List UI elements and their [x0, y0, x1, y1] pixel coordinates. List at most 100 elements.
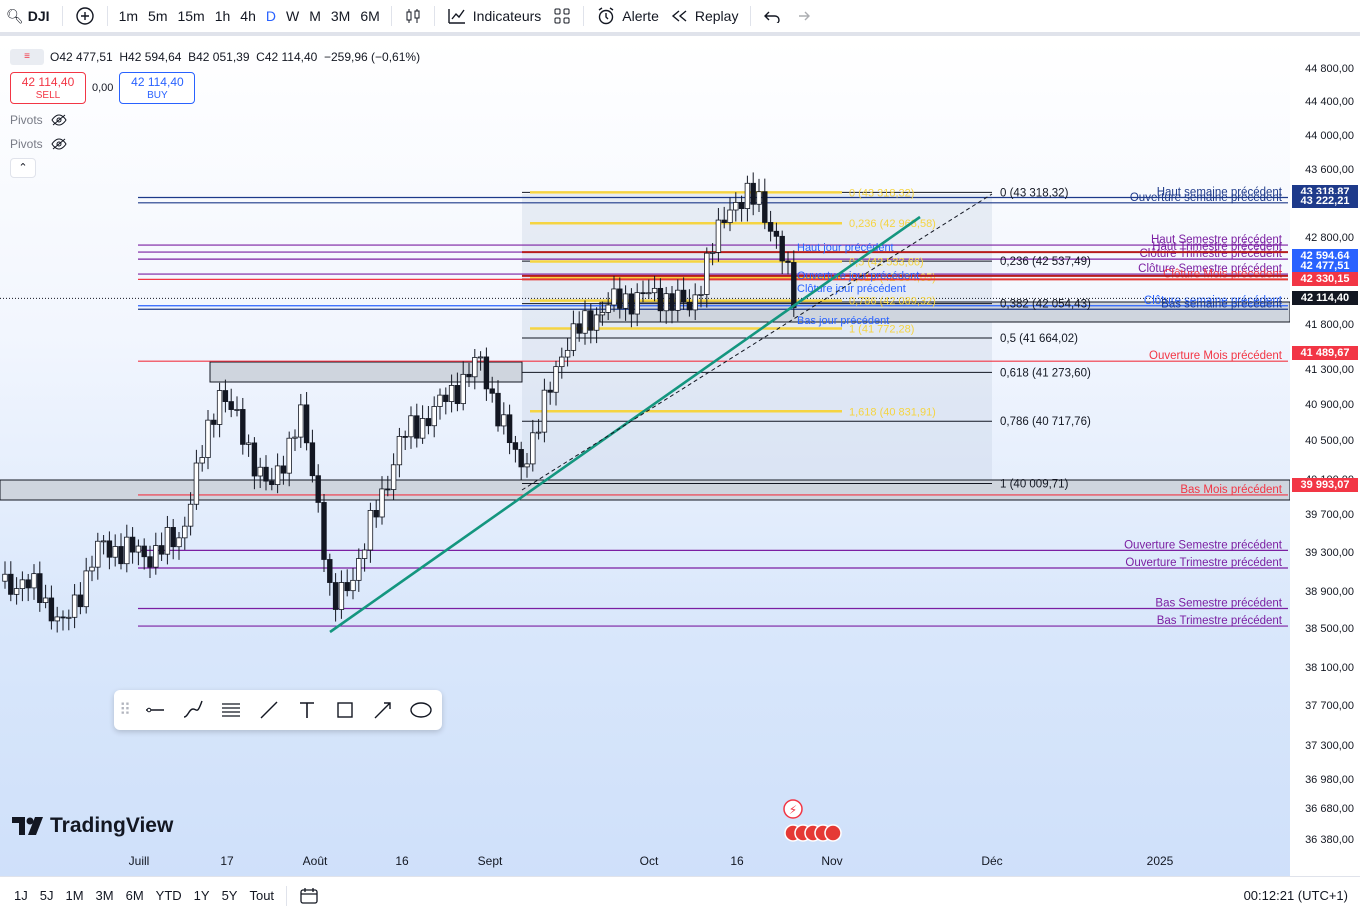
range-tout[interactable]: Tout [249, 888, 275, 903]
chart-type-button[interactable] [398, 0, 428, 32]
candle-body [408, 415, 414, 438]
indicators-icon [448, 9, 465, 24]
drag-handle[interactable]: ⠿ [119, 702, 131, 719]
candle-body [704, 252, 710, 295]
candle-body [234, 409, 240, 411]
fib-levels-icon [222, 703, 240, 717]
interval-1m[interactable]: 1m [118, 8, 139, 24]
indicators-button[interactable]: Indicateurs [441, 0, 547, 32]
fib-tool[interactable] [212, 690, 250, 730]
candle-body [443, 394, 449, 402]
range-1j[interactable]: 1J [14, 888, 28, 903]
buy-button[interactable]: 42 114,40 BUY [119, 72, 196, 104]
sell-button[interactable]: 42 114,40 SELL [10, 72, 86, 104]
fib-ext-label: 1 (41 772,28) [849, 323, 914, 335]
lightning-glyph: ⚡ [789, 803, 797, 817]
range-5y[interactable]: 5Y [221, 888, 238, 903]
candle-body [292, 436, 298, 439]
chart-pane[interactable]: Haut semaine précédent Ouverture semaine … [0, 40, 1290, 876]
redo-button[interactable] [787, 0, 817, 32]
candle-body [385, 488, 391, 491]
time-label: Juill [128, 854, 150, 868]
layouts-button[interactable] [547, 0, 577, 32]
candle-body [25, 579, 31, 589]
rectangle-tool[interactable] [326, 690, 364, 730]
horizontal-line-icon [146, 707, 164, 713]
ohlc-values: O42 477,51 H42 594,64 B42 051,39 C42 114… [50, 50, 421, 64]
goto-date-button[interactable] [293, 880, 325, 912]
candle-body [100, 540, 107, 543]
range-1m[interactable]: 1M [65, 888, 84, 903]
candle-body [675, 289, 681, 311]
price-tick: 44 400,00 [1305, 96, 1354, 108]
alert-button[interactable]: Alerte [590, 0, 665, 32]
candle-body [489, 388, 495, 394]
interval-M[interactable]: M [309, 8, 321, 24]
arrow-tool[interactable] [364, 690, 402, 730]
range-5j[interactable]: 5J [39, 888, 54, 903]
ellipse-tool[interactable] [402, 690, 440, 730]
clock[interactable]: 00:12:21 (UTC+1) [1243, 888, 1348, 903]
replay-button[interactable]: Replay [665, 0, 745, 32]
day-level-label: Haut jour précédent [797, 242, 894, 254]
range-6m[interactable]: 6M [125, 888, 144, 903]
eye-hidden-icon[interactable] [51, 114, 67, 126]
text-tool[interactable] [288, 690, 326, 730]
compare-button[interactable] [69, 0, 101, 32]
interval-15m[interactable]: 15m [177, 8, 205, 24]
support-zone [599, 301, 1290, 323]
fib-ext-label: 0 (43 318,32) [849, 187, 914, 199]
horizontal-ray-tool[interactable] [136, 690, 174, 730]
candle-body [141, 545, 147, 558]
undo-button[interactable] [757, 0, 787, 32]
candle-body [77, 594, 84, 608]
candle-body [315, 475, 321, 503]
interval-group: 1m 5m 15m 1h 4h D W M 3M 6M [114, 0, 385, 32]
candle-body [83, 570, 89, 608]
range-group: 1J 5J 1M 3M 6M YTD 1Y 5Y Tout [8, 888, 280, 903]
interval-4h[interactable]: 4h [240, 8, 256, 24]
candle-body [501, 414, 507, 427]
interval-3M[interactable]: 3M [330, 8, 351, 24]
candle-body [477, 356, 484, 359]
candle-body [495, 392, 501, 427]
candle-body [588, 310, 594, 331]
legend-toggle[interactable]: ≡ [10, 49, 44, 65]
price-axis[interactable]: 44 800,00 44 400,00 44 000,00 43 600,00 42 8… [1290, 40, 1360, 876]
candle-body [367, 510, 374, 551]
level-label: Haut Semestre précédent [1151, 234, 1283, 246]
candle-body [663, 293, 669, 312]
symbol-search[interactable]: 🔍︎ DJI [0, 0, 56, 32]
price-tick: 39 700,00 [1305, 509, 1354, 521]
interval-6M[interactable]: 6M [360, 8, 380, 24]
price-tick: 41 300,00 [1305, 364, 1354, 376]
price-tag: 42 330,15 [1292, 272, 1358, 287]
level-label: Bas Semestre précédent [1155, 597, 1282, 609]
range-3m[interactable]: 3M [95, 888, 114, 903]
interval-1h[interactable]: 1h [214, 8, 231, 24]
candle-body [530, 432, 536, 465]
price-tick: 42 800,00 [1305, 232, 1354, 244]
range-1y[interactable]: 1Y [193, 888, 210, 903]
collapse-legend-button[interactable]: ⌃ [10, 158, 36, 178]
candle-body [95, 540, 101, 568]
day-level-label: Clôture jour précédent [797, 283, 906, 295]
candle-body [454, 385, 461, 405]
eye-hidden-icon[interactable] [51, 138, 67, 150]
chart-legend: ≡ O42 477,51 H42 594,64 B42 051,39 C42 1… [10, 48, 420, 178]
level-label: Ouverture Semestre précédent [1124, 539, 1283, 551]
candle-body [686, 301, 693, 311]
candle-body [396, 436, 403, 466]
interval-W[interactable]: W [286, 8, 300, 24]
interval-D[interactable]: D [265, 8, 276, 24]
path-tool[interactable] [174, 690, 212, 730]
candle-body [193, 462, 200, 505]
interval-5m[interactable]: 5m [148, 8, 168, 24]
trend-line-tool[interactable] [250, 690, 288, 730]
candle-body [164, 527, 171, 555]
range-ytd[interactable]: YTD [155, 888, 182, 903]
level-label: Clôture Trimestre précédent [1139, 248, 1282, 260]
price-tick: 38 900,00 [1305, 586, 1354, 598]
